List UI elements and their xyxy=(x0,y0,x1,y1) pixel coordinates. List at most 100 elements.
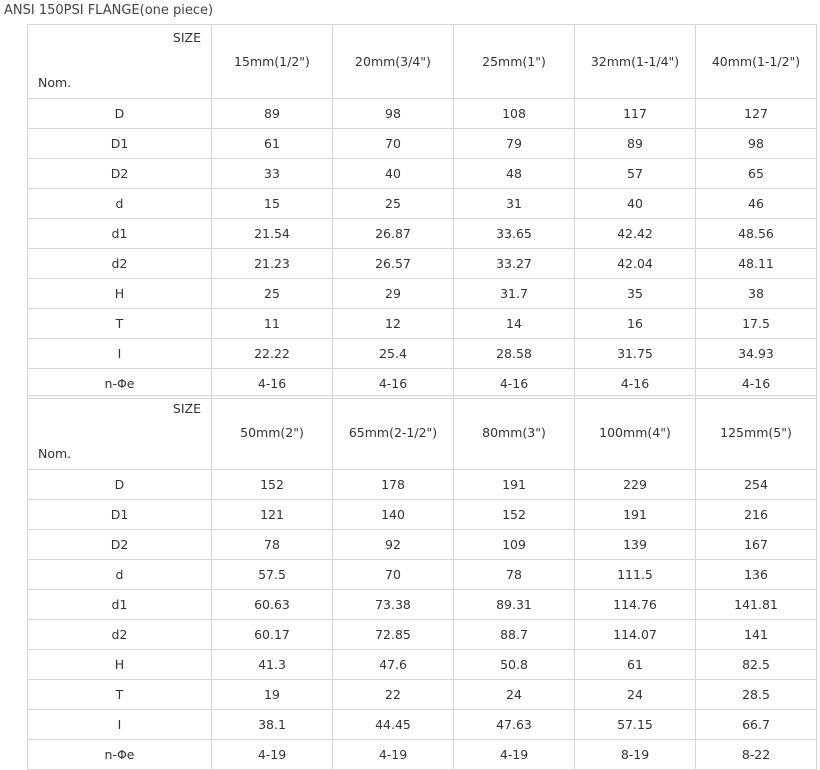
table-cell: 16 xyxy=(574,308,696,339)
table-cell: 25.4 xyxy=(332,338,454,369)
table-cell: 34.93 xyxy=(695,338,817,369)
table-row: I 22.22 25.4 28.58 31.75 34.93 xyxy=(27,338,817,369)
table-cell: 114.07 xyxy=(574,619,696,650)
table-cell: 61 xyxy=(211,128,333,159)
table-cell: 89 xyxy=(211,98,333,129)
table-cell: 72.85 xyxy=(332,619,454,650)
table-cell: 167 xyxy=(695,529,817,560)
table-row: D1 121 140 152 191 216 xyxy=(27,499,817,530)
table-cell: 139 xyxy=(574,529,696,560)
table-cell: 40 xyxy=(332,158,454,189)
table-row: d 15 25 31 40 46 xyxy=(27,188,817,219)
table-cell: 98 xyxy=(695,128,817,159)
size-label: SIZE xyxy=(27,395,212,431)
row-label: H xyxy=(27,278,212,309)
table-cell: 31.7 xyxy=(453,278,575,309)
table-cell: 48.11 xyxy=(695,248,817,279)
table-cell: 61 xyxy=(574,649,696,680)
table-cell: 65 xyxy=(695,158,817,189)
table-cell: 21.54 xyxy=(211,218,333,249)
table-row: d1 60.63 73.38 89.31 114.76 141.81 xyxy=(27,589,817,620)
table-cell: 17.5 xyxy=(695,308,817,339)
table-cell: 25 xyxy=(332,188,454,219)
flange-table-1: SIZE 15mm(1/2") 20mm(3/4") 25mm(1") 32mm(1-1… xyxy=(27,24,817,399)
row-label: T xyxy=(27,679,212,710)
table-cell: 111.5 xyxy=(574,559,696,590)
table-cell: 33.65 xyxy=(453,218,575,249)
table-cell: 57.15 xyxy=(574,709,696,740)
size-column-header: 25mm(1") xyxy=(453,24,575,99)
table-row: H 41.3 47.6 50.8 61 82.5 xyxy=(27,649,817,680)
table-cell: 141 xyxy=(695,619,817,650)
table-cell: 216 xyxy=(695,499,817,530)
table-cell: 22.22 xyxy=(211,338,333,369)
table-cell: 70 xyxy=(332,128,454,159)
row-label: d1 xyxy=(27,589,212,620)
table-cell: 22 xyxy=(332,679,454,710)
row-label: d xyxy=(27,559,212,590)
row-label: d xyxy=(27,188,212,219)
table-row: H 25 29 31.7 35 38 xyxy=(27,278,817,309)
table-cell: 70 xyxy=(332,559,454,590)
table-cell: 178 xyxy=(332,469,454,500)
row-label: D1 xyxy=(27,128,212,159)
header-row: SIZE 50mm(2") 65mm(2-1/2") 80mm(3") 100mm(4"… xyxy=(27,395,817,470)
table-cell: 140 xyxy=(332,499,454,530)
flange-table-2: SIZE 50mm(2") 65mm(2-1/2") 80mm(3") 100mm(4"… xyxy=(27,395,817,770)
size-column-header: 80mm(3") xyxy=(453,395,575,470)
nom-label: Nom. xyxy=(27,431,212,470)
row-label: D1 xyxy=(27,499,212,530)
size-column-header: 65mm(2-1/2") xyxy=(332,395,454,470)
table-cell: 141.81 xyxy=(695,589,817,620)
table-cell: 38 xyxy=(695,278,817,309)
table-row: d2 60.17 72.85 88.7 114.07 141 xyxy=(27,619,817,650)
nom-label: Nom. xyxy=(27,60,212,99)
table-row: D 89 98 108 117 127 xyxy=(27,98,817,129)
table-cell: 42.42 xyxy=(574,218,696,249)
table-cell: 26.57 xyxy=(332,248,454,279)
table-cell: 44.45 xyxy=(332,709,454,740)
size-column-header: 50mm(2") xyxy=(211,395,333,470)
table-cell: 31 xyxy=(453,188,575,219)
table-cell: 109 xyxy=(453,529,575,560)
table-cell: 26.87 xyxy=(332,218,454,249)
table-cell: 8-19 xyxy=(574,739,696,770)
row-label: D2 xyxy=(27,158,212,189)
table-cell: 92 xyxy=(332,529,454,560)
table-cell: 46 xyxy=(695,188,817,219)
row-label: D xyxy=(27,469,212,500)
table-cell: 121 xyxy=(211,499,333,530)
row-label: T xyxy=(27,308,212,339)
table-cell: 48 xyxy=(453,158,575,189)
table-cell: 21.23 xyxy=(211,248,333,279)
table-row: D2 78 92 109 139 167 xyxy=(27,529,817,560)
table-cell: 229 xyxy=(574,469,696,500)
row-label: I xyxy=(27,709,212,740)
table-cell: 15 xyxy=(211,188,333,219)
table-cell: 35 xyxy=(574,278,696,309)
table-row: d1 21.54 26.87 33.65 42.42 48.56 xyxy=(27,218,817,249)
table-row: T 19 22 24 24 28.5 xyxy=(27,679,817,710)
table-cell: 89 xyxy=(574,128,696,159)
table-row: D1 61 70 79 89 98 xyxy=(27,128,817,159)
row-label: H xyxy=(27,649,212,680)
table-cell: 50.8 xyxy=(453,649,575,680)
table-cell: 108 xyxy=(453,98,575,129)
table-cell: 38.1 xyxy=(211,709,333,740)
table-cell: 4-16 xyxy=(453,368,575,399)
size-column-header: 32mm(1-1/4") xyxy=(574,24,696,99)
table-cell: 47.6 xyxy=(332,649,454,680)
table-cell: 66.7 xyxy=(695,709,817,740)
table-cell: 40 xyxy=(574,188,696,219)
table-cell: 48.56 xyxy=(695,218,817,249)
table-cell: 136 xyxy=(695,559,817,590)
table-cell: 127 xyxy=(695,98,817,129)
table-cell: 41.3 xyxy=(211,649,333,680)
table-cell: 191 xyxy=(574,499,696,530)
table-cell: 31.75 xyxy=(574,338,696,369)
row-label: n-Φe xyxy=(27,368,212,399)
table-cell: 191 xyxy=(453,469,575,500)
size-column-header: 125mm(5") xyxy=(695,395,817,470)
table-cell: 24 xyxy=(453,679,575,710)
row-label: D2 xyxy=(27,529,212,560)
